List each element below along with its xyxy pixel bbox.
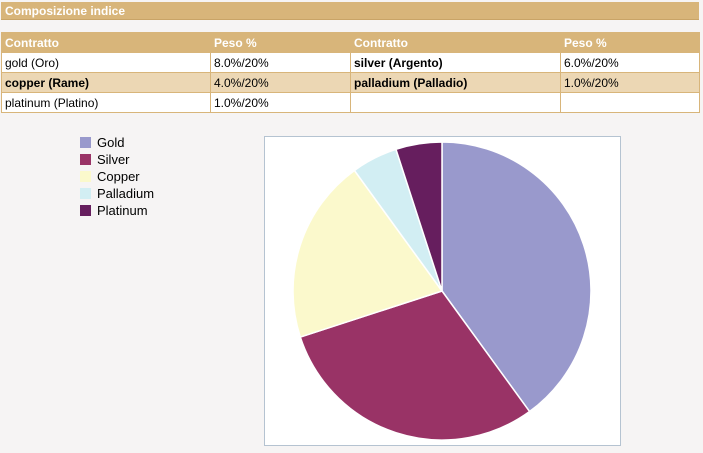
- legend-label: Palladium: [97, 186, 155, 201]
- table-cell: [560, 92, 700, 113]
- table-cell: 4.0%/20%: [210, 72, 351, 93]
- table-cell: platinum (Platino): [1, 92, 211, 113]
- header-weight-2: Peso %: [560, 32, 700, 53]
- table-row: gold (Oro) 8.0%/20% silver (Argento) 6.0…: [1, 52, 700, 73]
- pie-chart-frame: [264, 136, 621, 446]
- legend-item-copper: Copper: [80, 168, 154, 185]
- table-header-row: Contratto Peso % Contratto Peso %: [1, 32, 700, 53]
- pie-chart: [292, 141, 592, 441]
- table-cell: palladium (Palladio): [350, 72, 561, 93]
- table-cell: 1.0%/20%: [210, 92, 351, 113]
- table-cell: 8.0%/20%: [210, 52, 351, 73]
- table-cell: silver (Argento): [350, 52, 561, 73]
- legend-swatch: [80, 171, 91, 182]
- table-row: copper (Rame) 4.0%/20% palladium (Pallad…: [1, 72, 700, 93]
- legend-label: Copper: [97, 169, 140, 184]
- table-row: platinum (Platino) 1.0%/20%: [1, 92, 700, 113]
- legend-label: Gold: [97, 135, 125, 150]
- legend-item-palladium: Palladium: [80, 185, 154, 202]
- legend-label: Silver: [97, 152, 130, 167]
- legend-label: Platinum: [97, 203, 148, 218]
- table-cell: copper (Rame): [1, 72, 211, 93]
- legend-item-silver: Silver: [80, 151, 154, 168]
- legend-swatch: [80, 205, 91, 216]
- header-weight-1: Peso %: [210, 32, 351, 53]
- table-cell: 1.0%/20%: [560, 72, 700, 93]
- pie-slice-gold: [441, 141, 592, 413]
- legend-swatch: [80, 154, 91, 165]
- table-cell: gold (Oro): [1, 52, 211, 73]
- legend-item-platinum: Platinum: [80, 202, 154, 219]
- header-contract-1: Contratto: [1, 32, 211, 53]
- pie-slice-copper: [292, 169, 444, 338]
- legend-swatch: [80, 188, 91, 199]
- chart-legend: Gold Silver Copper Palladium Platinum: [80, 134, 154, 219]
- legend-item-gold: Gold: [80, 134, 154, 151]
- table-cell: 6.0%/20%: [560, 52, 700, 73]
- header-contract-2: Contratto: [350, 32, 561, 53]
- pie-slice-platinum: [395, 141, 443, 292]
- table-cell: [350, 92, 561, 113]
- index-composition-table: Contratto Peso % Contratto Peso % gold (…: [1, 32, 700, 113]
- pie-slice-silver: [299, 290, 531, 441]
- legend-swatch: [80, 137, 91, 148]
- section-title: Composizione indice: [1, 2, 699, 20]
